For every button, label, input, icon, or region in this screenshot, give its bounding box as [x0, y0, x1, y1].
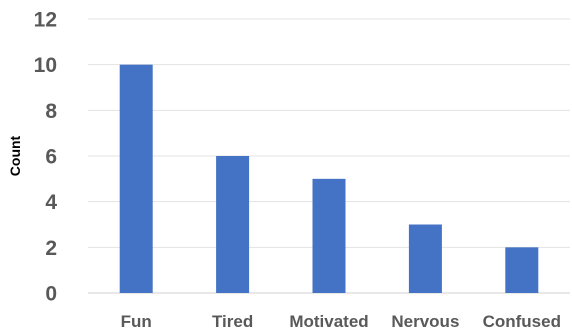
x-tick-label-motivated: Motivated — [289, 312, 368, 331]
bar-nervous — [408, 224, 442, 293]
y-tick-label: 4 — [45, 191, 57, 214]
bar-tired — [216, 156, 250, 293]
bars — [119, 64, 539, 294]
y-tick-label: 2 — [45, 237, 57, 260]
x-tick-label-fun: Fun — [121, 312, 152, 331]
y-tick-label: 8 — [45, 100, 57, 123]
y-tick-label: 0 — [45, 283, 57, 306]
bar-fun — [119, 64, 153, 294]
x-tick-label-nervous: Nervous — [391, 312, 459, 331]
x-tick-label-confused: Confused — [483, 312, 561, 331]
y-tick-label: 10 — [34, 54, 57, 77]
y-tick-label: 12 — [34, 9, 57, 32]
y-axis-ticks: 0 2 4 6 8 10 12 — [34, 9, 58, 306]
x-axis-ticks: Fun Tired Motivated Nervous Confused — [121, 312, 561, 331]
bar-motivated — [312, 178, 346, 293]
x-tick-label-tired: Tired — [212, 312, 253, 331]
y-tick-label: 6 — [45, 146, 57, 169]
y-axis-title: Count — [7, 135, 23, 176]
bar-confused — [505, 247, 539, 293]
